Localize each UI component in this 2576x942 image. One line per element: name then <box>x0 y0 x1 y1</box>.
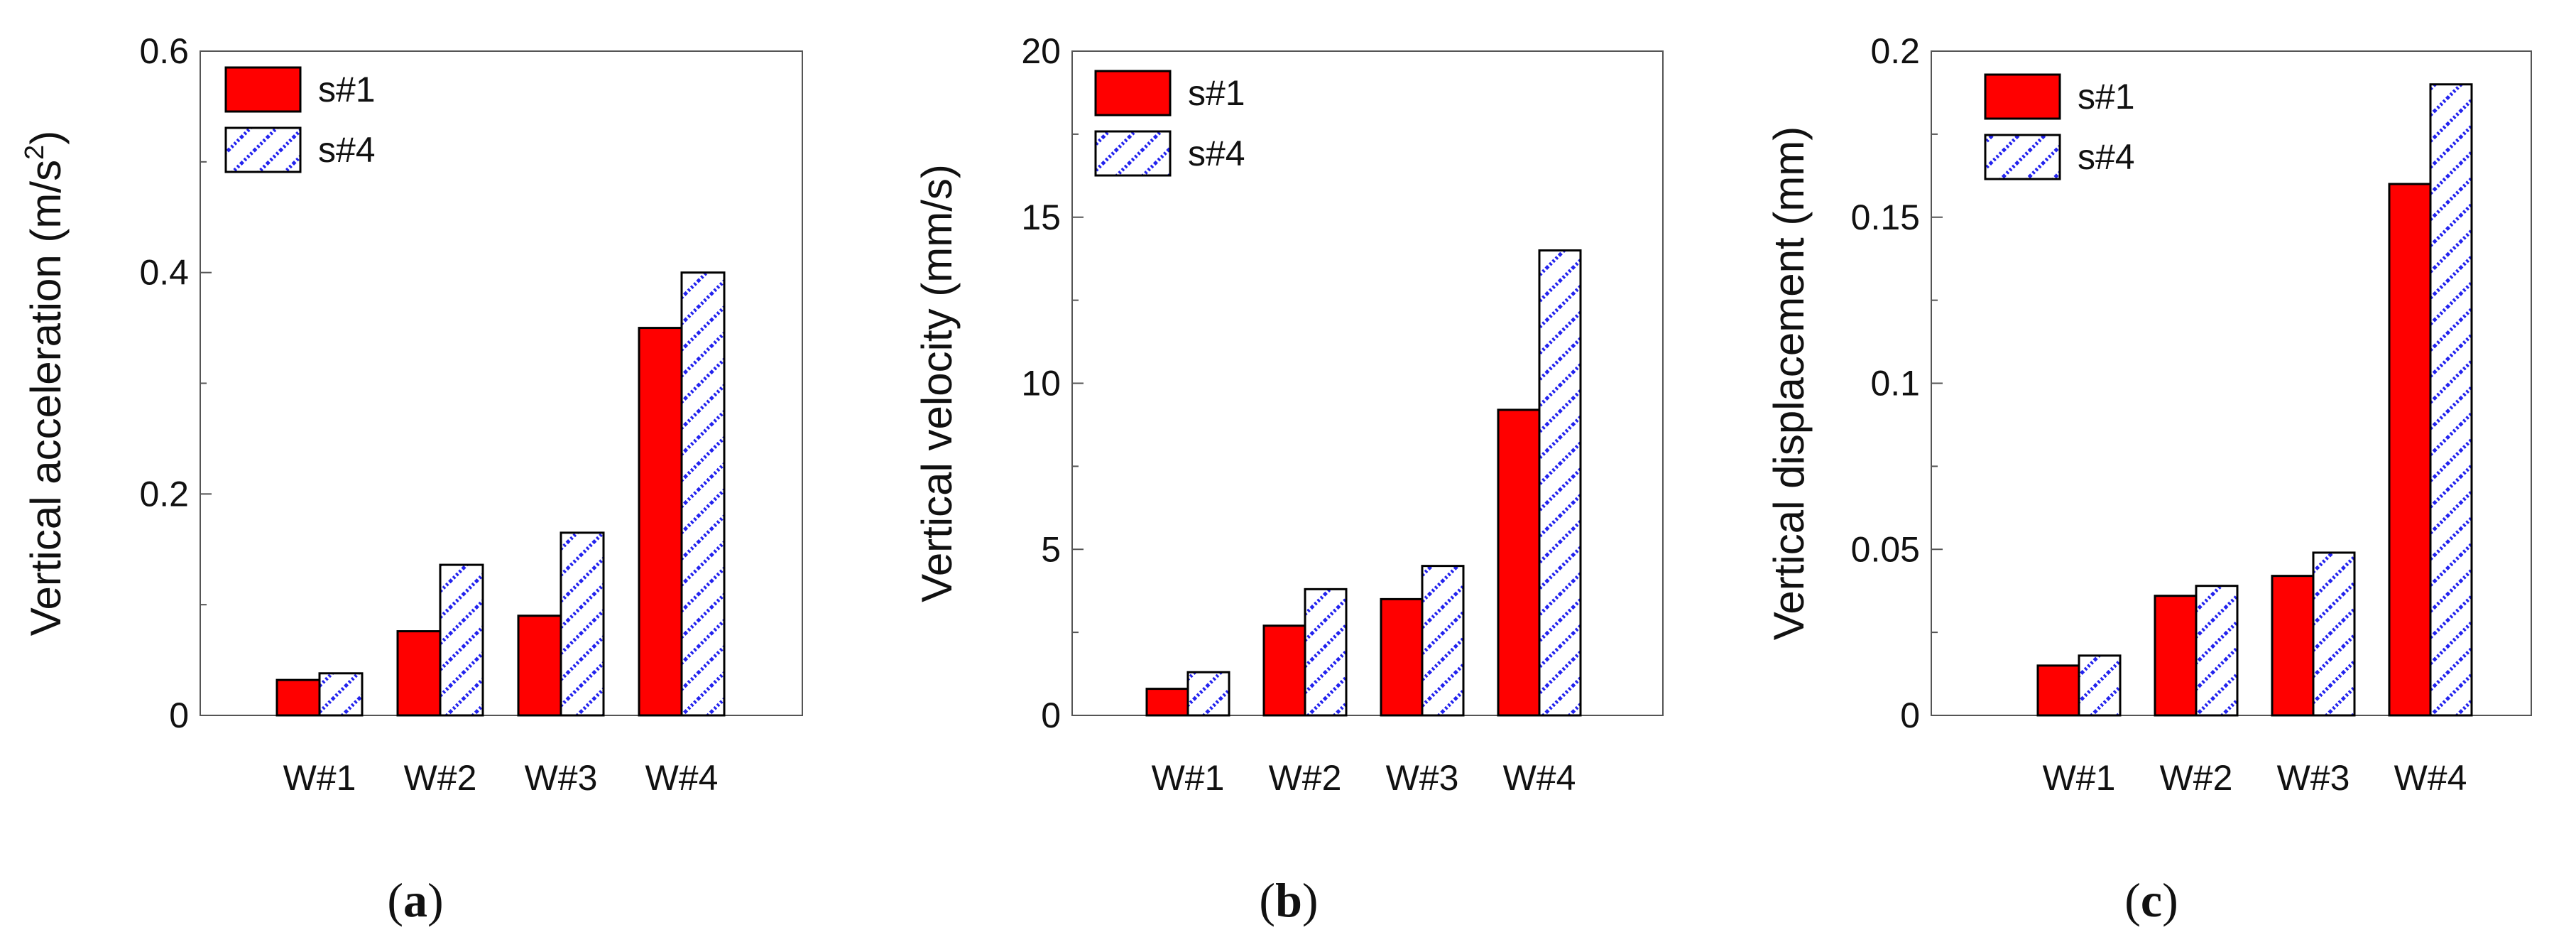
y-tick-label: 0.4 <box>139 253 189 293</box>
y-tick-label: 0.15 <box>1851 197 1920 237</box>
bar-s#1-W#3 <box>2271 575 2315 717</box>
y-axis-label: Vertical acceleration (m/s2) <box>20 131 70 636</box>
y-tick-label: 0 <box>1041 695 1061 735</box>
chart-panel-b: 0 5 10 15 20 Vertical velocity (mm/s) W#1 W#2 W#… <box>913 31 1664 927</box>
y-tick-label: 0.2 <box>1870 31 1920 71</box>
y-tick-label: 0 <box>169 695 189 735</box>
legend-label: s#4 <box>1188 134 1245 173</box>
bar-s#1-W#1 <box>2036 664 2080 717</box>
x-tick-label: W#1 <box>283 758 356 798</box>
bar-s#4-W#1 <box>1186 671 1230 717</box>
x-tick-label: W#3 <box>2277 758 2350 798</box>
bar-s#4-W#2 <box>1304 588 1348 717</box>
bar-s#4-W#3 <box>560 531 605 717</box>
y-tick-label: 0.05 <box>1851 529 1920 569</box>
caption-letter: a <box>403 873 427 927</box>
legend-swatch-s#1 <box>1094 70 1172 117</box>
bar-s#1-W#4 <box>638 327 683 717</box>
y-tick-label: 0.1 <box>1870 364 1920 404</box>
x-tick-label: W#1 <box>1152 758 1225 798</box>
y-axis-label-superscript: 2 <box>20 145 50 160</box>
y-axis-label-suffix: ) <box>22 131 70 145</box>
x-tick-label: W#2 <box>404 758 477 798</box>
bar-s#4-W#4 <box>1538 249 1582 717</box>
bar-s#1-W#3 <box>517 615 562 717</box>
bar-s#1-W#1 <box>275 678 321 717</box>
caption-close-paren: ) <box>2162 873 2178 927</box>
legend-label: s#4 <box>2078 137 2135 177</box>
chart-panel-a: 0 0.2 0.4 0.6 Vertical acceleration (m/s2) W#… <box>20 31 803 927</box>
x-tick-label: W#4 <box>1503 758 1576 798</box>
caption-letter: b <box>1275 873 1302 927</box>
y-tick-label: 0.2 <box>139 474 189 514</box>
bar-s#4-W#2 <box>439 563 484 717</box>
y-tick-label: 15 <box>1021 197 1061 237</box>
y-axis-label: Vertical displacement (mm) <box>1765 126 1813 641</box>
legend-swatch-s#1 <box>224 66 302 113</box>
legend-swatch-s#4 <box>1984 134 2061 180</box>
bar-s#1-W#2 <box>396 630 442 717</box>
bar-s#4-W#1 <box>318 672 364 717</box>
caption-close-paren: ) <box>427 873 444 927</box>
bar-s#1-W#1 <box>1145 688 1189 717</box>
bar-s#4-W#4 <box>2429 83 2473 717</box>
y-tick-label: 20 <box>1021 31 1061 71</box>
bar-s#1-W#3 <box>1380 597 1424 717</box>
caption-open-paren: ( <box>387 873 403 927</box>
y-axis-label-text: Vertical velocity (mm/s) <box>913 164 961 602</box>
chart-panel-c: 0 0.05 0.1 0.15 0.2 Vertical displacement (mm… <box>1765 31 2532 927</box>
bar-s#4-W#3 <box>1421 565 1465 717</box>
panel-caption: (b) <box>1259 873 1318 927</box>
bar-s#4-W#1 <box>2078 654 2122 717</box>
legend-label: s#1 <box>1188 73 1245 113</box>
bar-s#4-W#3 <box>2312 551 2356 717</box>
panel-caption: (c) <box>2124 873 2178 927</box>
y-axis-label-text: Vertical displacement (mm) <box>1765 126 1813 641</box>
legend-label: s#1 <box>318 70 376 109</box>
caption-open-paren: ( <box>1259 873 1275 927</box>
bar-s#4-W#2 <box>2195 585 2239 717</box>
caption-close-paren: ) <box>1302 873 1319 927</box>
x-tick-label: W#3 <box>525 758 598 798</box>
bar-s#1-W#4 <box>2388 183 2432 717</box>
panel-caption: (a) <box>387 873 443 927</box>
y-tick-label: 0.6 <box>139 31 189 71</box>
x-tick-label: W#4 <box>2394 758 2467 798</box>
y-axis-label: Vertical velocity (mm/s) <box>913 164 961 602</box>
x-tick-label: W#2 <box>1269 758 1342 798</box>
legend-label: s#4 <box>318 130 376 170</box>
bar-s#4-W#4 <box>680 271 726 717</box>
legend-label: s#1 <box>2078 77 2135 117</box>
caption-open-paren: ( <box>2124 873 2141 927</box>
y-axis-label-text: Vertical acceleration (m/s <box>22 160 70 636</box>
legend-swatch-s#4 <box>1094 130 1172 177</box>
x-tick-label: W#3 <box>1386 758 1459 798</box>
legend-swatch-s#1 <box>1984 73 2061 120</box>
bar-s#1-W#2 <box>1262 624 1306 717</box>
y-tick-label: 10 <box>1021 364 1061 404</box>
y-tick-label: 5 <box>1041 529 1061 569</box>
legend-swatch-s#4 <box>224 126 302 173</box>
caption-letter: c <box>2141 873 2162 927</box>
y-tick-label: 0 <box>1900 695 1920 735</box>
bar-s#1-W#2 <box>2154 595 2198 717</box>
x-tick-label: W#2 <box>2160 758 2233 798</box>
x-tick-label: W#4 <box>645 758 719 798</box>
bar-s#1-W#4 <box>1497 408 1541 717</box>
x-tick-label: W#1 <box>2043 758 2116 798</box>
